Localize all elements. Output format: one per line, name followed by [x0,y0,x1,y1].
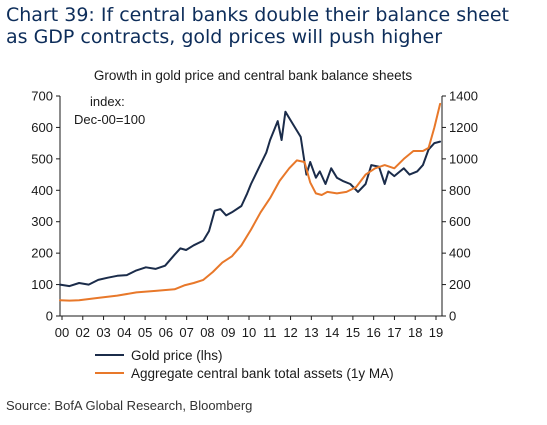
y-right-tick-label: 1200 [449,120,478,135]
chart-legend: Gold price (lhs) Aggregate central bank t… [95,348,394,381]
y-right-tick-label: 1000 [449,151,478,166]
x-tick-label: 08 [200,325,214,340]
chart-subtitle: Growth in gold price and central bank ba… [94,68,412,83]
x-tick-label: 10 [242,325,256,340]
y-left-tick-label: 100 [31,277,53,292]
x-tick-label: 09 [221,325,235,340]
y-left-tick-label: 0 [46,309,53,324]
x-tick-label: 16 [366,325,380,340]
series-layer [59,102,442,302]
y-right-tick-label: 600 [449,214,471,229]
x-tick-label: 17 [387,325,401,340]
y-left-tick-label: 600 [31,120,53,135]
index-annotation-line2: Dec-00=100 [74,112,145,127]
y-right-tick-label: 800 [449,183,471,198]
legend-label-assets: Aggregate central bank total assets (1y … [131,366,394,381]
x-tick-label: 04 [117,325,131,340]
y-right-tick-label: 400 [449,246,471,261]
central-bank-assets-line [59,102,442,302]
y-right-tick-label: 0 [449,309,456,324]
y-left-tick-label: 700 [31,89,53,104]
chart-title-line1: Chart 39: If central banks double their … [6,4,510,26]
x-tick-label: 06 [159,325,173,340]
x-tick-label: 15 [346,325,360,340]
source-note: Source: BofA Global Research, Bloomberg [6,398,253,413]
y-left-tick-label: 400 [31,183,53,198]
index-annotation-line1: index: [90,94,125,109]
gold-price-line [59,110,442,288]
x-tick-label: 02 [76,325,90,340]
y-left-tick-label: 500 [31,151,53,166]
x-tick-label: 19 [429,325,443,340]
x-tick-label: 05 [138,325,152,340]
y-right-tick-label: 200 [449,277,471,292]
y-left-tick-label: 300 [31,214,53,229]
x-tick-label: 00 [55,325,69,340]
y-left-tick-label: 200 [31,246,53,261]
x-tick-label: 07 [179,325,193,340]
x-tick-label: 13 [304,325,318,340]
x-tick-label: 11 [263,325,277,340]
legend-label-gold: Gold price (lhs) [131,348,223,363]
y-right-tick-label: 1400 [449,89,478,104]
chart-title-block: Chart 39: If central banks double their … [6,4,541,48]
x-tick-label: 03 [96,325,110,340]
x-tick-label: 18 [408,325,422,340]
x-tick-label: 14 [325,325,339,340]
chart-title-line2: as GDP contracts, gold prices will push … [6,26,443,48]
x-tick-label: 12 [283,325,297,340]
chart-axes: 0100200300400500600700020040060080010001… [31,89,478,341]
